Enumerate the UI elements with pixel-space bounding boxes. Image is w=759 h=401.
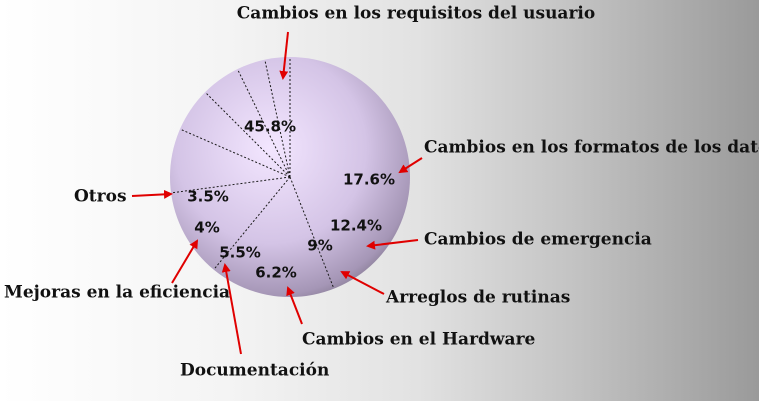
category-label-cambios-en-los-requisitos-del-usuario: Cambios en los requisitos del usuario <box>237 4 595 24</box>
category-label-documentacion: Documentación <box>180 361 329 381</box>
category-label-cambios-de-emergencia: Cambios de emergencia <box>424 230 652 250</box>
leader-arrow-otros <box>131 189 173 199</box>
leader-arrow-cambios-en-los-requisitos-del-usuario <box>279 31 289 80</box>
leader-arrow-mejoras-en-la-eficiencia <box>171 239 199 284</box>
slice-divider <box>237 68 291 178</box>
slice-divider <box>264 59 291 178</box>
leader-arrow-cambios-en-los-formatos-de-los-datos <box>398 157 423 174</box>
leader-arrow-arreglos-de-rutinas <box>340 271 385 295</box>
percent-label-otros: 3.5% <box>187 188 229 206</box>
category-label-arreglos-de-rutinas: Arreglos de rutinas <box>385 288 570 308</box>
category-label-otros: Otros <box>74 187 127 207</box>
percent-label-arreglos-de-rutinas: 9% <box>307 237 332 255</box>
category-label-cambios-en-el-hardware: Cambios en el Hardware <box>302 330 536 350</box>
percent-label-cambios-de-emergencia: 12.4% <box>330 217 382 235</box>
leader-arrow-documentacion <box>221 263 242 355</box>
percent-label-cambios-en-el-hardware: 6.2% <box>255 264 297 282</box>
percent-label-mejoras-en-la-eficiencia: 4% <box>194 219 219 237</box>
percent-label-documentacion: 5.5% <box>219 244 261 262</box>
percent-label-cambios-en-los-formatos-de-los-datos: 17.6% <box>343 171 395 189</box>
slice-divider <box>213 176 291 270</box>
leader-arrow-cambios-de-emergencia <box>366 239 419 250</box>
category-label-cambios-en-los-formatos-de-los-datos: Cambios en los formatos de los datos <box>424 138 759 158</box>
percent-label-cambios-en-los-requisitos-del-usuario: 45.8% <box>244 118 296 136</box>
category-label-mejoras-en-la-eficiencia: Mejoras en la eficiencia <box>4 283 230 303</box>
slice-divider <box>204 91 291 178</box>
slice-divider <box>289 176 335 289</box>
leader-arrow-cambios-en-el-hardware <box>286 286 303 325</box>
slice-divider <box>170 176 291 194</box>
slice-divider <box>179 128 291 178</box>
